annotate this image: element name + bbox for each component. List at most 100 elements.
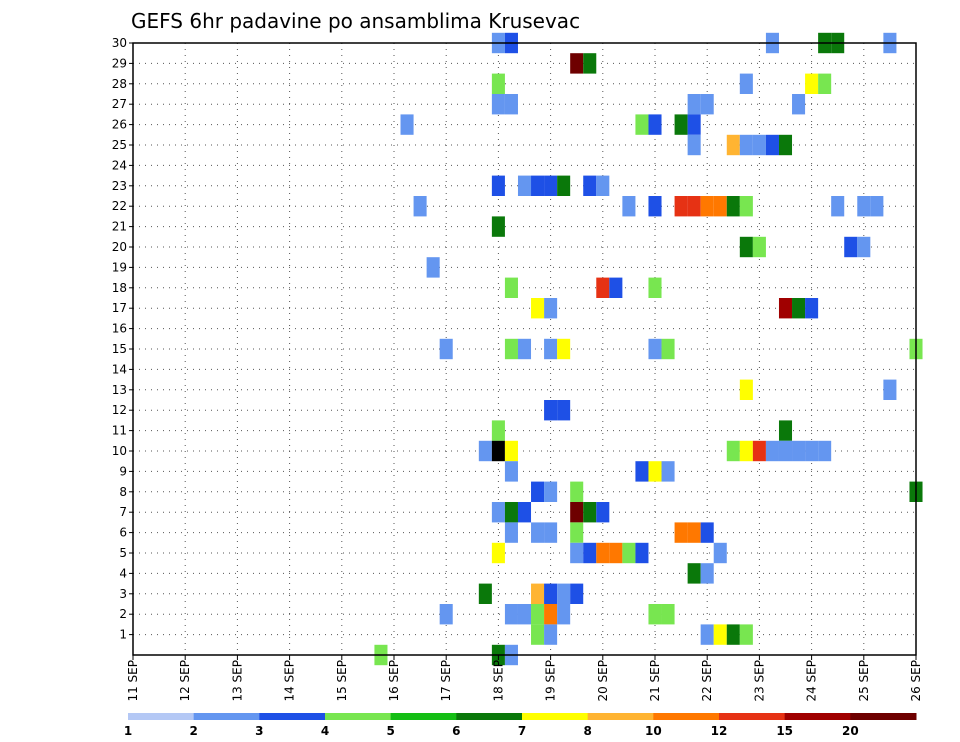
y-tick-label: 6: [119, 526, 127, 540]
heat-cell: [792, 298, 806, 319]
heat-cell: [739, 440, 753, 462]
heat-cell: [400, 114, 414, 135]
heat-cell: [831, 196, 845, 217]
heat-cell: [570, 583, 584, 604]
heat-cell: [596, 277, 610, 298]
heat-cell: [439, 604, 453, 625]
heat-cell: [504, 604, 518, 625]
colorbar-label: 15: [776, 724, 793, 738]
heat-cell: [648, 461, 662, 482]
heat-cell: [504, 338, 518, 360]
colorbar-swatch: [128, 713, 195, 720]
colorbar-swatch: [193, 713, 260, 720]
heat-cell: [700, 196, 714, 217]
heat-cell: [557, 175, 571, 196]
colorbar-label: 5: [386, 724, 394, 738]
heat-cell: [739, 134, 753, 156]
heat-cell: [648, 338, 662, 360]
heat-cell: [583, 175, 597, 196]
heat-cell: [805, 73, 819, 94]
heat-cell: [531, 522, 545, 543]
x-tick-label: 11 SEP: [126, 660, 140, 702]
y-tick-label: 13: [112, 383, 127, 397]
heat-cell: [531, 604, 545, 625]
heat-cell: [687, 522, 701, 543]
heat-cell: [726, 624, 740, 645]
x-tick-label: 23 SEP: [752, 660, 766, 702]
heat-cell: [504, 502, 518, 523]
colorbar-label: 7: [518, 724, 526, 738]
x-tick-label: 25 SEP: [857, 660, 871, 702]
heat-cell: [544, 481, 558, 502]
heat-cell: [726, 196, 740, 217]
heat-cell: [661, 338, 675, 360]
heat-cell: [583, 542, 597, 564]
heat-cell: [726, 440, 740, 462]
heat-cell: [778, 134, 793, 156]
y-tick-label: 21: [112, 220, 127, 234]
heat-cell: [504, 94, 518, 115]
heat-cell: [883, 379, 897, 400]
heat-cell: [739, 624, 753, 645]
y-tick-label: 9: [119, 464, 127, 478]
heat-cell: [700, 624, 714, 645]
y-tick-label: 14: [112, 362, 127, 376]
heat-cell: [648, 114, 662, 135]
heat-cell: [713, 624, 727, 645]
x-tick-label: 19 SEP: [544, 660, 558, 702]
heat-cell: [491, 73, 505, 94]
heat-cell: [739, 236, 753, 258]
heat-cell: [439, 338, 453, 360]
heat-cell: [752, 440, 766, 462]
heat-cell: [713, 542, 727, 564]
heat-cell: [544, 298, 558, 319]
heat-cell: [504, 277, 518, 298]
chart-title: GEFS 6hr padavine po ansamblima Krusevac: [131, 9, 580, 33]
heat-cell: [491, 94, 505, 115]
colorbar-swatch: [850, 713, 917, 720]
x-tick-label: 24 SEP: [805, 660, 819, 702]
heat-cell: [609, 277, 623, 298]
heat-cell: [687, 196, 701, 217]
x-tick-label: 15 SEP: [335, 660, 349, 702]
y-tick-label: 1: [119, 628, 127, 642]
heat-cell: [478, 440, 492, 462]
y-tick-label: 5: [119, 546, 127, 560]
heat-cell: [687, 94, 701, 115]
heat-cell: [544, 338, 558, 360]
colorbar-label: 8: [583, 724, 591, 738]
heat-cell: [570, 502, 584, 523]
y-tick-label: 27: [112, 97, 127, 111]
heat-cell: [544, 604, 558, 625]
colorbar-label: 10: [645, 724, 662, 738]
colorbar-swatch: [719, 713, 786, 720]
colorbar-label: 1: [124, 724, 132, 738]
heat-cell: [635, 461, 649, 482]
colorbar-swatch: [390, 713, 457, 720]
heat-cell: [661, 461, 675, 482]
heat-cell: [413, 196, 427, 217]
heat-cell: [491, 175, 505, 196]
y-tick-label: 4: [119, 566, 127, 580]
colorbar-label: 2: [189, 724, 197, 738]
heat-cell: [687, 134, 701, 156]
colorbar-label: 4: [321, 724, 329, 738]
heat-cell: [491, 216, 505, 237]
x-axis: 11 SEP 12 SEP 13 SEP 14 SEP 15 SEP 16 SEP 17 S…: [126, 655, 923, 702]
y-tick-label: 7: [119, 505, 127, 519]
colorbar-legend: 1 2 3 4 5 6 7 8 10 12 15 20: [124, 713, 917, 738]
heat-cell: [544, 624, 558, 645]
y-tick-label: 30: [112, 36, 127, 50]
heat-cell: [700, 563, 714, 584]
heat-cell: [792, 94, 806, 115]
y-tick-label: 15: [112, 342, 127, 356]
heat-cell: [531, 624, 545, 645]
heat-cell: [491, 440, 505, 462]
heat-cell: [687, 114, 701, 135]
heat-cell: [517, 604, 532, 625]
heat-cell: [544, 400, 558, 421]
heat-cell: [700, 522, 714, 543]
heat-cell: [739, 196, 753, 217]
y-tick-label: 8: [119, 485, 127, 499]
